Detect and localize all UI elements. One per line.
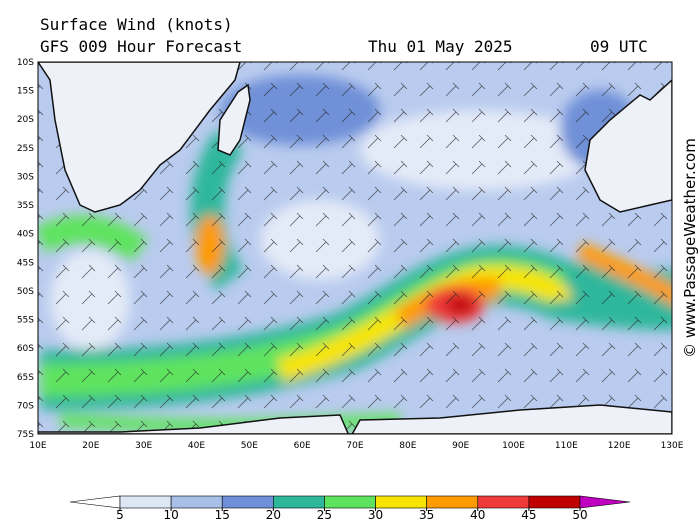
colorbar-segment bbox=[273, 495, 325, 509]
lon-label: 30E bbox=[135, 441, 152, 451]
lon-label: 20E bbox=[82, 441, 99, 451]
lon-label: 50E bbox=[241, 441, 258, 451]
colorbar-segment bbox=[170, 495, 223, 509]
lat-label: 45S bbox=[17, 258, 34, 268]
map-frame bbox=[37, 61, 673, 435]
colorbar-segment bbox=[375, 495, 427, 509]
colorbar-label: 15 bbox=[215, 508, 230, 522]
lat-label: 35S bbox=[17, 201, 34, 211]
lon-label: 60E bbox=[294, 441, 311, 451]
colorbar-label: 50 bbox=[572, 508, 587, 522]
colorbar: 5 10 15 20 25 30 35 40 45 50 bbox=[69, 495, 631, 522]
lat-label: 15S bbox=[17, 87, 34, 97]
lon-label: 110E bbox=[555, 441, 578, 451]
lon-label: 10E bbox=[29, 441, 46, 451]
lat-label: 20S bbox=[17, 115, 34, 125]
map-field bbox=[38, 62, 672, 434]
colorbar-segment bbox=[477, 495, 530, 509]
colorbar-label: 40 bbox=[470, 508, 485, 522]
colorbar-label: 5 bbox=[116, 508, 124, 522]
colorbar-label: 30 bbox=[368, 508, 383, 522]
colorbar-label: 20 bbox=[266, 508, 281, 522]
colorbar-segment bbox=[528, 495, 581, 509]
lat-label: 75S bbox=[17, 430, 34, 440]
credit: © www.PassageWeather.com bbox=[681, 138, 699, 358]
lat-label: 60S bbox=[17, 344, 34, 354]
colorbar-segment bbox=[324, 495, 376, 509]
lon-label: 40E bbox=[188, 441, 205, 451]
lat-label: 55S bbox=[17, 316, 34, 326]
subtitle: GFS 009 Hour Forecast bbox=[40, 37, 242, 56]
lon-label: 70E bbox=[346, 441, 363, 451]
lon-label: 100E bbox=[502, 441, 525, 451]
colorbar-over bbox=[579, 495, 631, 509]
lon-label: 130E bbox=[661, 441, 684, 451]
colorbar-segment bbox=[221, 495, 274, 509]
lat-label: 70S bbox=[17, 401, 34, 411]
time: 09 UTC bbox=[590, 37, 648, 56]
lat-label: 10S bbox=[17, 58, 34, 68]
colorbar-label: 10 bbox=[163, 508, 178, 522]
title: Surface Wind (knots) bbox=[40, 15, 233, 34]
lon-label: 120E bbox=[608, 441, 631, 451]
lat-label: 50S bbox=[17, 287, 34, 297]
lat-label: 40S bbox=[17, 230, 34, 240]
colorbar-label: 45 bbox=[521, 508, 536, 522]
colorbar-label: 35 bbox=[419, 508, 434, 522]
lon-label: 80E bbox=[399, 441, 416, 451]
lat-label: 25S bbox=[17, 144, 34, 154]
colorbar-under bbox=[69, 495, 121, 509]
lat-label: 30S bbox=[17, 172, 34, 182]
colorbar-label: 25 bbox=[317, 508, 332, 522]
date: Thu 01 May 2025 bbox=[368, 37, 513, 56]
lat-label: 65S bbox=[17, 373, 34, 383]
colorbar-segment bbox=[119, 495, 172, 509]
colorbar-segment bbox=[426, 495, 479, 509]
lon-label: 90E bbox=[452, 441, 469, 451]
